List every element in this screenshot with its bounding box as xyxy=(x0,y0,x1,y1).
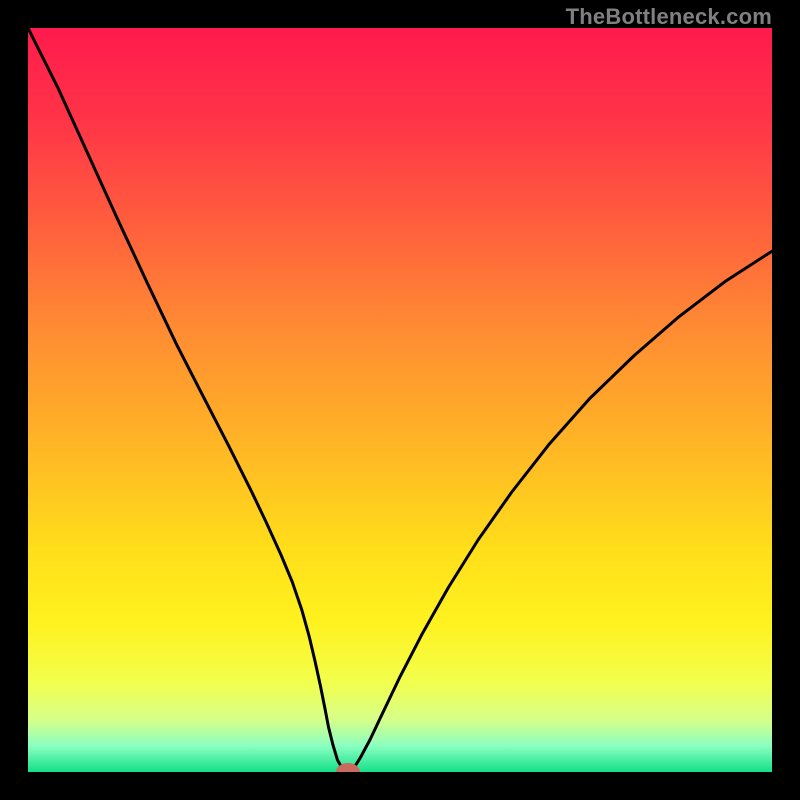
plot-svg xyxy=(28,28,772,772)
plot-area xyxy=(28,28,772,772)
gradient-background xyxy=(28,28,772,772)
watermark-text: TheBottleneck.com xyxy=(566,4,772,30)
chart-frame: TheBottleneck.com xyxy=(0,0,800,800)
